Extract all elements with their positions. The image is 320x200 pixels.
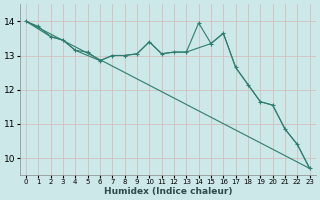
X-axis label: Humidex (Indice chaleur): Humidex (Indice chaleur) xyxy=(104,187,232,196)
